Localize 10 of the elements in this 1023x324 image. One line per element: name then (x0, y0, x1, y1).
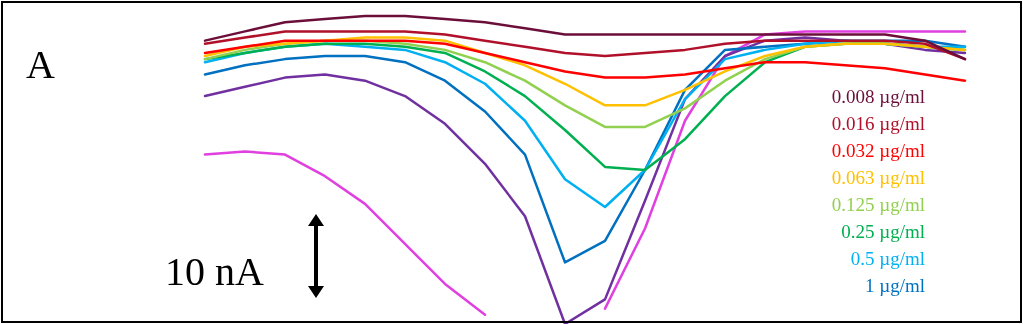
text: A (26, 42, 55, 87)
text: 0.016 µg/ml (831, 113, 925, 134)
text: 0.008 µg/ml (831, 86, 925, 107)
text: 0.25 µg/ml (841, 221, 925, 242)
text: 1 µg/ml (864, 275, 925, 296)
text: 0.125 µg/ml (831, 194, 925, 215)
text: 0.032 µg/ml (831, 140, 925, 161)
text: 0.063 µg/ml (831, 167, 925, 188)
text: 0.5 µg/ml (850, 248, 925, 269)
annotation: 10 nA (165, 249, 264, 294)
